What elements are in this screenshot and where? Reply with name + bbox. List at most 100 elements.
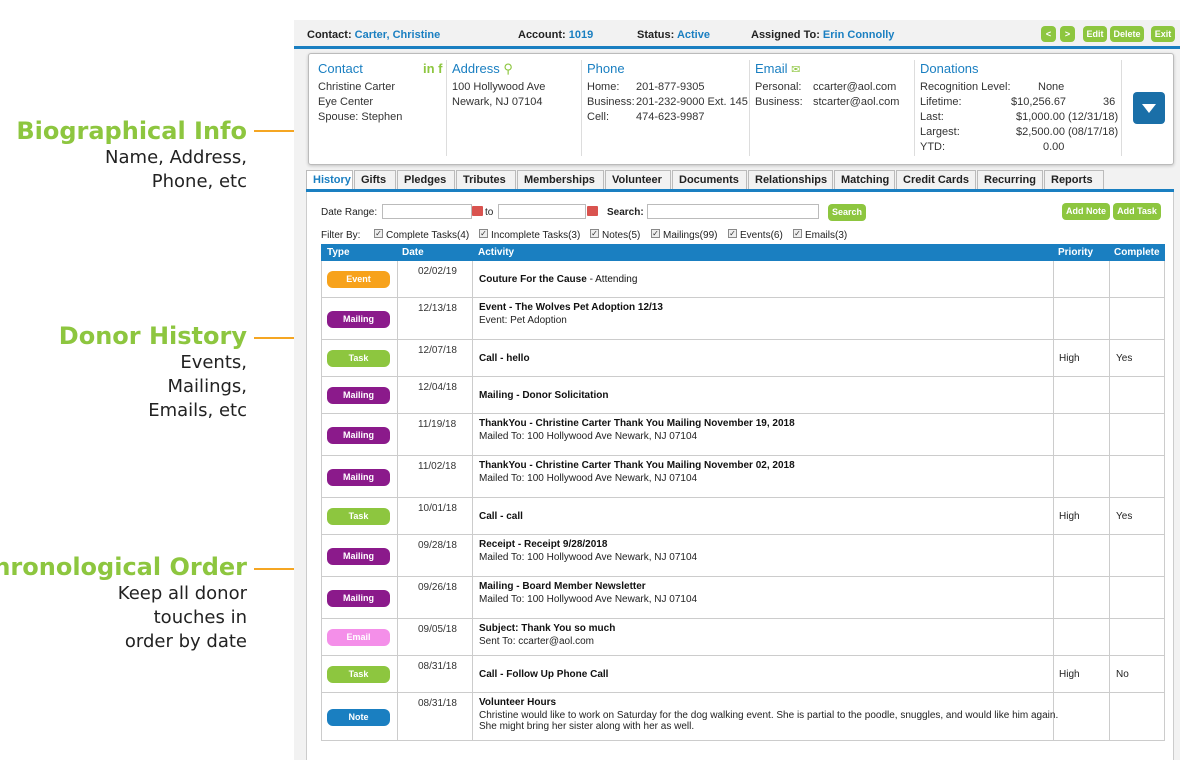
address-section: Address ⚲ 100 Hollywood Ave Newark, NJ 0… xyxy=(452,54,582,154)
column-divider xyxy=(472,535,473,577)
column-type[interactable]: Type xyxy=(327,247,350,258)
tab-history[interactable]: History xyxy=(306,170,353,190)
column-date[interactable]: Date xyxy=(402,247,424,258)
tab-volunteer[interactable]: Volunteer xyxy=(605,170,671,190)
type-badge[interactable]: Mailing xyxy=(327,469,390,486)
annotation-text: order by date xyxy=(124,631,247,652)
table-row[interactable]: Task 12/07/18 Call - hello High Yes xyxy=(321,340,1165,377)
date-to-input[interactable] xyxy=(498,204,586,219)
type-badge[interactable]: Mailing xyxy=(327,548,390,565)
type-badge[interactable]: Mailing xyxy=(327,311,390,328)
activity-title[interactable]: Mailing - Donor Solicitation xyxy=(479,390,608,401)
table-row[interactable]: Task 08/31/18 Call - Follow Up Phone Call H… xyxy=(321,656,1165,693)
date-range-label: Date Range: xyxy=(321,207,378,218)
email-business-value[interactable]: stcarter@aol.com xyxy=(813,96,900,108)
date-from-input[interactable] xyxy=(382,204,472,219)
emails-checkbox[interactable]: ✓ xyxy=(793,229,802,238)
assigned-user-link[interactable]: Erin Connolly xyxy=(822,29,895,41)
contact-name-link[interactable]: Carter, Christine xyxy=(354,29,441,41)
type-badge[interactable]: Task xyxy=(327,508,390,525)
type-badge[interactable]: Note xyxy=(327,709,390,726)
tab-documents[interactable]: Documents xyxy=(672,170,747,190)
table-row[interactable]: Mailing 12/04/18 Mailing - Donor Solicitat… xyxy=(321,377,1165,414)
column-complete[interactable]: Complete xyxy=(1114,247,1160,258)
table-row[interactable]: Email 09/05/18 Subject: Thank You so much S… xyxy=(321,619,1165,656)
tab-pledges[interactable]: Pledges xyxy=(397,170,455,190)
activity-title[interactable]: Couture For the Cause - Attending xyxy=(479,274,637,285)
delete-button[interactable]: Delete xyxy=(1110,26,1144,42)
email-title-text: Email xyxy=(755,61,788,76)
activity-date: 10/01/18 xyxy=(418,503,457,514)
activity-title[interactable]: ThankYou - Christine Carter Thank You Ma… xyxy=(479,460,795,471)
column-divider xyxy=(1109,377,1110,414)
activity-title[interactable]: Call - hello xyxy=(479,353,530,364)
type-badge[interactable]: Mailing xyxy=(327,590,390,607)
add-task-button[interactable]: Add Task xyxy=(1113,203,1161,220)
annotation-text: Name, Address, xyxy=(105,147,247,168)
column-divider xyxy=(472,298,473,340)
table-row[interactable]: Mailing 11/02/18 ThankYou - Christine Cart… xyxy=(321,456,1165,498)
tab-gifts[interactable]: Gifts xyxy=(354,170,396,190)
add-note-button[interactable]: Add Note xyxy=(1062,203,1110,220)
map-pin-icon[interactable]: ⚲ xyxy=(503,61,513,76)
activity-title[interactable]: Volunteer Hours xyxy=(479,697,556,708)
tab-matching[interactable]: Matching xyxy=(834,170,895,190)
activity-title[interactable]: Call - call xyxy=(479,511,523,522)
contact-section: Contact in f Christine Carter Eye Center… xyxy=(318,54,448,154)
table-row[interactable]: Task 10/01/18 Call - call High Yes xyxy=(321,498,1165,535)
table-row[interactable]: Mailing 09/28/18 Receipt - Receipt 9/28/20… xyxy=(321,535,1165,577)
column-activity[interactable]: Activity xyxy=(478,247,515,258)
table-row[interactable]: Note 08/31/18 Volunteer Hours Christine wou… xyxy=(321,693,1165,741)
type-badge[interactable]: Task xyxy=(327,666,390,683)
calendar-icon[interactable] xyxy=(472,206,483,216)
expand-button[interactable] xyxy=(1133,92,1165,124)
table-row[interactable]: Event 02/02/19 Couture For the Cause - Att… xyxy=(321,261,1165,298)
tab-reports[interactable]: Reports xyxy=(1044,170,1104,190)
column-priority[interactable]: Priority xyxy=(1058,247,1094,258)
mailings-checkbox[interactable]: ✓ xyxy=(651,229,660,238)
column-divider xyxy=(1109,261,1110,298)
tab-memberships[interactable]: Memberships xyxy=(517,170,604,190)
edit-button[interactable]: Edit xyxy=(1083,26,1107,42)
activity-title-text: Volunteer Hours xyxy=(479,697,557,708)
annotation-chronological: Chronological Order Keep all donor touch… xyxy=(0,552,247,654)
complete-tasks-checkbox[interactable]: ✓ xyxy=(374,229,383,238)
column-divider xyxy=(1053,377,1054,414)
table-row[interactable]: Mailing 09/26/18 Mailing - Board Member Ne… xyxy=(321,577,1165,619)
events-checkbox[interactable]: ✓ xyxy=(728,229,737,238)
type-badge[interactable]: Mailing xyxy=(327,427,390,444)
type-badge[interactable]: Email xyxy=(327,629,390,646)
incomplete-tasks-checkbox[interactable]: ✓ xyxy=(479,229,488,238)
envelope-icon[interactable]: ✉ xyxy=(791,64,801,76)
type-badge[interactable]: Task xyxy=(327,350,390,367)
activity-title[interactable]: Event - The Wolves Pet Adoption 12/13 xyxy=(479,302,663,313)
table-row[interactable]: Mailing 12/13/18 Event - The Wolves Pet Ad… xyxy=(321,298,1165,340)
calendar-icon[interactable] xyxy=(587,206,598,216)
type-badge[interactable]: Event xyxy=(327,271,390,288)
tab-recurring[interactable]: Recurring xyxy=(977,170,1043,190)
type-badge[interactable]: Mailing xyxy=(327,387,390,404)
assigned-field: Assigned To: Erin Connolly xyxy=(751,29,894,41)
activity-title[interactable]: Mailing - Board Member Newsletter xyxy=(479,581,646,592)
tab-relationships[interactable]: Relationships xyxy=(748,170,833,190)
complete-tasks-label: Complete Tasks(4) xyxy=(386,230,470,241)
activity-date: 12/13/18 xyxy=(418,303,457,314)
search-button[interactable]: Search xyxy=(828,204,866,221)
exit-button[interactable]: Exit xyxy=(1151,26,1175,42)
email-personal-value[interactable]: ccarter@aol.com xyxy=(813,81,897,93)
column-divider xyxy=(1053,535,1054,577)
incomplete-tasks-label: Incomplete Tasks(3) xyxy=(491,230,581,241)
next-record-button[interactable]: > xyxy=(1060,26,1075,42)
activity-title[interactable]: Subject: Thank You so much xyxy=(479,623,615,634)
column-divider xyxy=(1053,619,1054,656)
tab-tributes[interactable]: Tributes xyxy=(456,170,516,190)
activity-title[interactable]: ThankYou - Christine Carter Thank You Ma… xyxy=(479,418,795,429)
notes-checkbox[interactable]: ✓ xyxy=(590,229,599,238)
tab-credit-cards[interactable]: Credit Cards xyxy=(896,170,976,190)
table-row[interactable]: Mailing 11/19/18 ThankYou - Christine Cart… xyxy=(321,414,1165,456)
search-input[interactable] xyxy=(647,204,819,219)
social-icons[interactable]: in f xyxy=(423,61,443,76)
activity-title[interactable]: Call - Follow Up Phone Call xyxy=(479,669,608,680)
prev-record-button[interactable]: < xyxy=(1041,26,1056,42)
activity-title[interactable]: Receipt - Receipt 9/28/2018 xyxy=(479,539,607,550)
